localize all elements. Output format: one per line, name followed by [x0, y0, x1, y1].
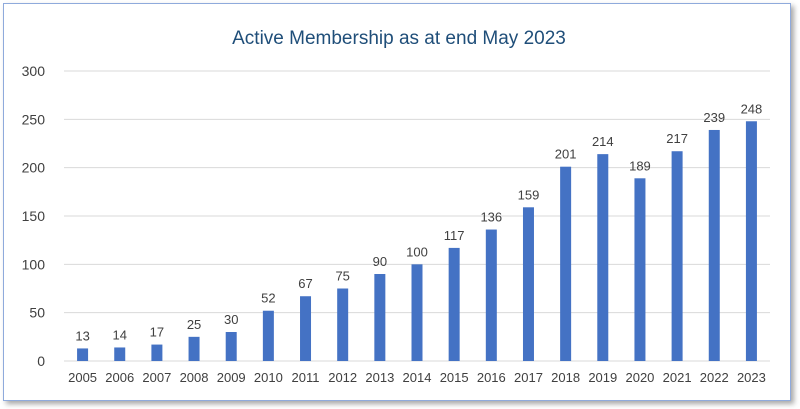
x-tick-label-2018: 2018: [551, 370, 580, 385]
y-tick-label: 50: [29, 305, 45, 321]
data-label-2021: 217: [666, 131, 688, 146]
chart-frame: Active Membership as at end May 2023 0 50…: [3, 3, 791, 401]
x-tick-label-2011: 2011: [292, 370, 320, 385]
data-label-2022: 239: [703, 110, 725, 125]
x-tick-label-2007: 2007: [142, 370, 171, 385]
bar-2017: [522, 207, 534, 361]
bar-2015: [448, 247, 460, 361]
data-labels: 13 14 17 25 30 52 67 75 90 100 117 136 159 201 214 189 2…: [75, 101, 762, 343]
y-axis-ticks: 0 50 100 150 200 250 300: [22, 63, 46, 369]
x-tick-label-2008: 2008: [180, 370, 209, 385]
data-label-2015: 117: [444, 228, 465, 243]
bar-2019: [597, 154, 609, 361]
x-tick-label-2017: 2017: [514, 370, 543, 385]
data-label-2007: 17: [150, 325, 164, 340]
x-tick-label-2022: 2022: [700, 370, 729, 385]
y-tick-label: 0: [37, 353, 45, 369]
bar-2022: [708, 129, 720, 361]
data-label-2011: 67: [298, 276, 312, 291]
data-label-2010: 52: [261, 291, 275, 306]
bar-2012: [337, 288, 349, 361]
bar-2013: [374, 274, 386, 361]
data-label-2019: 214: [592, 134, 614, 149]
y-tick-label: 250: [22, 111, 46, 127]
bar-2018: [560, 166, 572, 361]
bars: [77, 121, 757, 362]
x-tick-label-2023: 2023: [737, 370, 766, 385]
x-tick-label-2020: 2020: [625, 370, 654, 385]
chart-title: Active Membership as at end May 2023: [232, 28, 566, 49]
data-label-2018: 201: [555, 147, 577, 162]
y-tick-label: 300: [22, 63, 46, 79]
bar-2020: [634, 178, 646, 361]
x-tick-label-2014: 2014: [403, 370, 432, 385]
bar-2023: [745, 121, 757, 362]
bar-2011: [300, 296, 312, 361]
x-tick-label-2010: 2010: [254, 370, 283, 385]
data-label-2013: 90: [373, 254, 387, 269]
data-label-2016: 136: [480, 210, 502, 225]
x-tick-label-2019: 2019: [588, 370, 617, 385]
data-label-2008: 25: [187, 317, 201, 332]
bar-2005: [77, 348, 89, 361]
data-label-2006: 14: [113, 327, 127, 342]
data-label-2017: 159: [518, 187, 540, 202]
x-tick-label-2009: 2009: [217, 370, 246, 385]
data-label-2014: 100: [406, 244, 428, 259]
bar-2016: [485, 229, 497, 361]
bar-2007: [151, 344, 163, 361]
data-label-2009: 30: [224, 312, 238, 327]
bar-2008: [188, 336, 200, 361]
bar-2014: [411, 264, 423, 361]
data-label-2005: 13: [75, 328, 89, 343]
bar-2021: [671, 151, 683, 361]
bar-chart: Active Membership as at end May 2023 0 50…: [22, 28, 770, 385]
x-tick-label-2005: 2005: [68, 370, 97, 385]
x-tick-label-2013: 2013: [365, 370, 394, 385]
bar-2010: [262, 310, 274, 361]
x-tick-label-2012: 2012: [328, 370, 357, 385]
x-tick-label-2021: 2021: [663, 370, 692, 385]
x-tick-label-2006: 2006: [105, 370, 134, 385]
x-tick-label-2015: 2015: [440, 370, 469, 385]
y-tick-label: 150: [22, 208, 46, 224]
x-tick-label-2016: 2016: [477, 370, 506, 385]
bar-2009: [225, 332, 237, 361]
data-label-2023: 248: [741, 101, 763, 116]
data-label-2012: 75: [335, 269, 349, 284]
x-axis-ticks: 2005 2006 2007 2008 2009 2010 2011 2012 2013 2014…: [68, 370, 766, 385]
y-tick-label: 100: [22, 256, 46, 272]
y-tick-label: 200: [22, 160, 46, 176]
bar-2006: [114, 347, 126, 361]
data-label-2020: 189: [629, 158, 651, 173]
